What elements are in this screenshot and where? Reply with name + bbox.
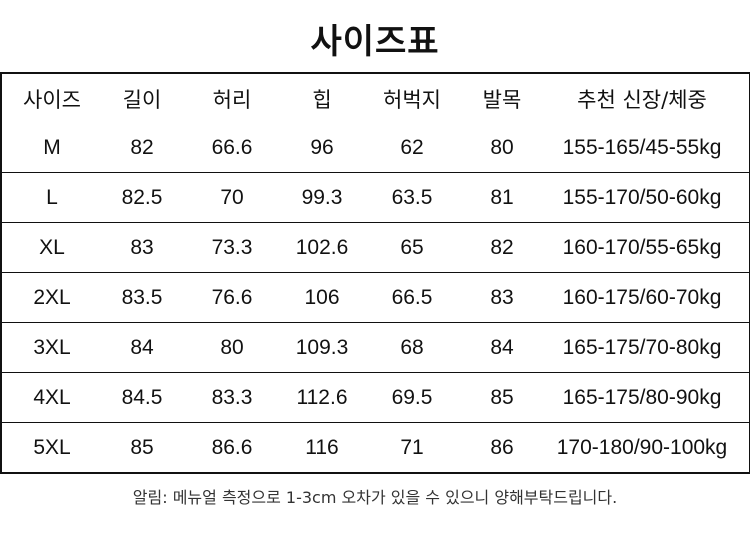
cell-hem: 85 <box>490 385 514 409</box>
page-title: 사이즈표 <box>310 22 440 62</box>
table-row: L 82.5 70 99.3 63.5 81 155-170/50-60kg <box>2 172 749 222</box>
cell-length: 84.5 <box>121 385 163 409</box>
header-hip: 힙 <box>312 87 332 112</box>
cell-recommended: 160-175/60-70kg <box>562 285 722 309</box>
cell-size: 3XL <box>33 335 71 359</box>
cell-waist: 73.3 <box>211 235 253 259</box>
cell-length: 82.5 <box>121 185 163 209</box>
cell-thigh: 66.5 <box>391 285 433 309</box>
cell-hip: 112.6 <box>296 385 348 409</box>
cell-hem: 80 <box>490 135 514 159</box>
table-header-row: 사이즈 길이 허리 힙 허벅지 발목 추천 신장/체중 <box>2 74 749 123</box>
cell-length: 83 <box>130 235 154 259</box>
header-size: 사이즈 <box>23 87 81 112</box>
cell-thigh: 65 <box>400 235 424 259</box>
cell-recommended: 155-170/50-60kg <box>562 185 722 209</box>
cell-hip: 116 <box>305 435 339 459</box>
cell-hem: 81 <box>490 185 514 209</box>
cell-hip: 109.3 <box>295 335 349 359</box>
measurement-note: 알림: 메뉴얼 측정으로 1-3cm 오차가 있을 수 있으니 양해부탁드립니다… <box>132 488 618 507</box>
cell-hem: 86 <box>490 435 514 459</box>
cell-length: 83.5 <box>121 285 163 309</box>
cell-length: 82 <box>130 135 154 159</box>
table-row: XL 83 73.3 102.6 65 82 160-170/55-65kg <box>2 222 749 272</box>
cell-hem: 83 <box>490 285 514 309</box>
cell-thigh: 68 <box>400 335 424 359</box>
header-waist: 허리 <box>212 87 252 112</box>
cell-waist: 86.6 <box>211 435 253 459</box>
size-table: 사이즈 길이 허리 힙 허벅지 발목 추천 신장/체중 M 82 66.6 96 62 8… <box>0 72 750 474</box>
cell-recommended: 170-180/90-100kg <box>556 435 728 459</box>
table-row: 3XL 84 80 109.3 68 84 165-175/70-80kg <box>2 322 749 372</box>
cell-hip: 106 <box>304 285 340 309</box>
cell-thigh: 63.5 <box>391 185 433 209</box>
cell-waist: 80 <box>220 335 244 359</box>
table-row: 2XL 83.5 76.6 106 66.5 83 160-175/60-70kg <box>2 272 749 322</box>
cell-thigh: 71 <box>400 435 424 459</box>
cell-size: XL <box>39 235 65 259</box>
cell-hip: 99.3 <box>301 185 343 209</box>
cell-thigh: 69.5 <box>391 385 433 409</box>
header-recommended: 추천 신장/체중 <box>577 87 707 112</box>
cell-length: 84 <box>130 335 154 359</box>
cell-hip: 96 <box>310 135 334 159</box>
cell-size: 2XL <box>33 285 71 309</box>
cell-hem: 84 <box>490 335 514 359</box>
cell-waist: 76.6 <box>211 285 253 309</box>
cell-recommended: 165-175/80-90kg <box>562 385 722 409</box>
cell-thigh: 62 <box>400 135 424 159</box>
table-row: M 82 66.6 96 62 80 155-165/45-55kg <box>2 123 749 172</box>
cell-size: M <box>43 135 61 159</box>
cell-size: L <box>46 185 58 209</box>
header-hem: 발목 <box>482 87 522 112</box>
header-length: 길이 <box>122 87 162 112</box>
cell-waist: 83.3 <box>211 385 253 409</box>
cell-recommended: 165-175/70-80kg <box>562 335 722 359</box>
cell-waist: 66.6 <box>211 135 253 159</box>
table-row: 5XL 85 86.6 116 71 86 170-180/90-100kg <box>2 422 749 472</box>
cell-recommended: 155-165/45-55kg <box>562 135 722 159</box>
cell-size: 5XL <box>33 435 71 459</box>
cell-hip: 102.6 <box>295 235 349 259</box>
cell-length: 85 <box>130 435 154 459</box>
cell-size: 4XL <box>33 385 71 409</box>
cell-recommended: 160-170/55-65kg <box>562 235 722 259</box>
cell-hem: 82 <box>490 235 514 259</box>
header-thigh: 허벅지 <box>383 87 441 112</box>
cell-waist: 70 <box>220 185 244 209</box>
table-row: 4XL 84.5 83.3 112.6 69.5 85 165-175/80-90kg <box>2 372 749 422</box>
